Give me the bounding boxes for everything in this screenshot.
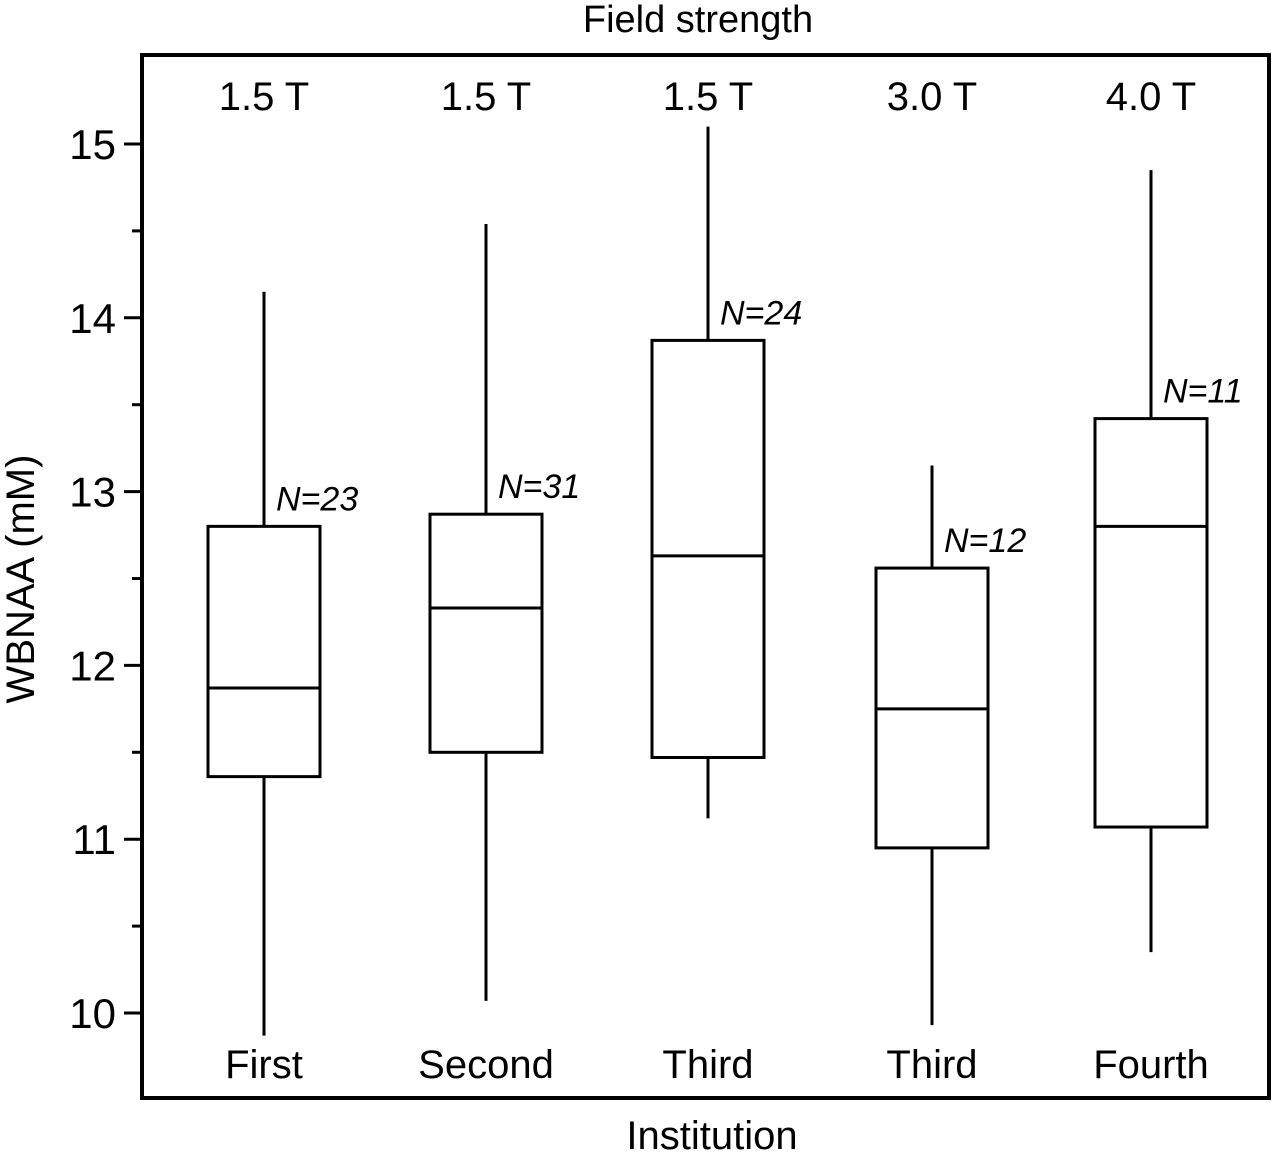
x-category-label: Third — [662, 1043, 753, 1087]
box-4: N=12 3.0 T Third — [874, 75, 1026, 1087]
y-tick-label: 10 — [69, 990, 116, 1037]
n-label: N=31 — [498, 468, 580, 506]
y-axis: 10 11 12 13 14 15 — [69, 121, 142, 1037]
n-label: N=24 — [720, 294, 802, 332]
field-strength-label: 1.5 T — [441, 75, 531, 119]
field-strength-label: 1.5 T — [663, 75, 753, 119]
field-strength-label: 1.5 T — [219, 75, 309, 119]
boxes-group: N=23 1.5 T First N=31 1.5 T Second N=24 1.5 T Th… — [206, 75, 1243, 1087]
field-strength-label: 4.0 T — [1106, 75, 1196, 119]
x-category-label: Third — [886, 1043, 977, 1087]
y-tick-label: 12 — [69, 642, 116, 689]
y-tick-label: 11 — [72, 816, 116, 863]
y-tick-label: 13 — [69, 469, 116, 516]
x-category-label: Second — [418, 1043, 554, 1087]
box-iqr — [206, 524, 322, 779]
box-3: N=24 1.5 T Third — [650, 75, 802, 1087]
box-2: N=31 1.5 T Second — [418, 75, 580, 1087]
x-category-label: First — [225, 1043, 303, 1087]
box-iqr — [650, 338, 766, 760]
chart-title: Field strength — [583, 0, 813, 41]
field-strength-label: 3.0 T — [887, 75, 977, 119]
plot-frame — [140, 53, 1271, 1100]
x-category-label: Fourth — [1093, 1043, 1209, 1087]
box-iqr — [1093, 417, 1209, 829]
n-label: N=12 — [944, 522, 1026, 560]
y-tick-label: 15 — [69, 121, 116, 168]
box-iqr — [428, 512, 544, 754]
box-5: N=11 4.0 T Fourth — [1093, 75, 1243, 1087]
y-axis-label: WBNAA (mM) — [0, 455, 43, 704]
y-tick-label: 14 — [69, 295, 116, 342]
n-label: N=23 — [276, 480, 358, 518]
box-1: N=23 1.5 T First — [206, 75, 358, 1087]
x-axis-label: Institution — [626, 1114, 797, 1152]
n-label: N=11 — [1163, 373, 1243, 411]
